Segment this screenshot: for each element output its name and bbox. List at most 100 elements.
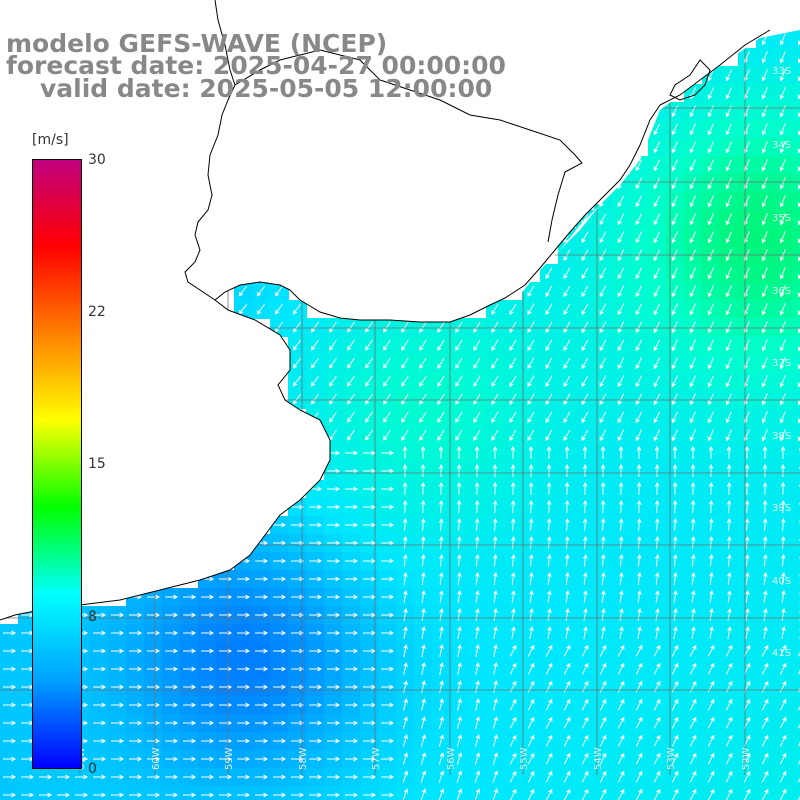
wind-arrow: [183, 594, 197, 600]
wind-arrow: [455, 339, 463, 351]
speed-cell: [720, 120, 739, 139]
speed-cell: [504, 732, 523, 751]
wind-arrow: [511, 626, 516, 639]
speed-cell: [576, 282, 595, 301]
speed-cell: [576, 498, 595, 517]
wind-arrow: [219, 684, 233, 690]
wind-arrow: [291, 756, 305, 762]
wind-arrow: [581, 770, 589, 783]
wind-arrow: [797, 130, 800, 136]
wind-arrow: [779, 87, 786, 100]
wind-arrow: [421, 572, 426, 586]
wind-arrow: [3, 720, 17, 726]
wind-arrow: [381, 594, 395, 600]
speed-cell: [594, 318, 613, 337]
speed-cell: [612, 210, 631, 229]
wind-arrow: [291, 720, 305, 726]
uruguay-border: [234, 49, 583, 243]
wind-arrow: [671, 213, 679, 226]
wind-arrow: [437, 411, 445, 423]
speed-cell: [756, 426, 775, 445]
wind-arrow: [653, 213, 661, 226]
speed-cell: [522, 714, 541, 733]
speed-cell: [558, 390, 577, 409]
wind-arrow: [707, 662, 715, 675]
wind-arrow: [403, 662, 408, 675]
wind-arrow: [653, 339, 661, 352]
speed-cell: [666, 714, 685, 733]
wind-arrow: [310, 393, 319, 405]
speed-cell: [486, 354, 505, 373]
speed-cell: [666, 642, 685, 661]
speed-cell: [774, 210, 793, 229]
speed-cell: [540, 714, 559, 733]
wind-arrow: [671, 231, 679, 244]
speed-cell: [504, 696, 523, 715]
wind-arrow: [456, 752, 463, 765]
wind-arrow: [583, 572, 588, 586]
wind-arrow: [744, 517, 750, 532]
wind-arrow: [690, 481, 696, 496]
wind-arrow: [438, 445, 444, 460]
wind-arrow: [655, 608, 660, 622]
wind-arrow: [797, 669, 800, 675]
speed-cell: [630, 642, 649, 661]
speed-cell: [612, 642, 631, 661]
wind-arrow: [237, 612, 251, 618]
wind-arrow: [727, 590, 732, 604]
wind-arrow: [618, 535, 624, 550]
wind-arrow: [455, 375, 463, 387]
wind-arrow: [583, 590, 588, 604]
wind-arrow: [563, 788, 571, 800]
speed-cell: [486, 732, 505, 751]
wind-arrow: [309, 540, 323, 546]
wind-arrow: [255, 648, 269, 654]
speed-cell: [594, 408, 613, 427]
wind-arrow: [420, 770, 427, 783]
speed-cell: [522, 552, 541, 571]
wind-arrow: [636, 535, 642, 550]
wind-arrow: [129, 648, 143, 654]
wind-arrow: [797, 795, 800, 800]
speed-cell: [702, 624, 721, 643]
wind-arrow: [581, 339, 589, 352]
speed-cell: [774, 498, 793, 517]
wind-arrow: [511, 572, 516, 586]
speed-cell: [504, 300, 523, 319]
speed-cell: [576, 768, 595, 787]
speed-cell: [774, 66, 793, 85]
wind-arrow: [761, 716, 769, 729]
wind-arrow: [328, 393, 337, 405]
wind-arrow: [147, 666, 161, 672]
wind-arrow: [492, 716, 499, 729]
wind-arrow: [183, 774, 197, 780]
wind-arrow: [3, 774, 17, 780]
wind-arrow: [636, 517, 642, 532]
land-argentina: [0, 85, 330, 620]
wind-arrow: [365, 339, 373, 351]
speed-cell: [756, 246, 775, 265]
speed-cell: [738, 480, 757, 499]
speed-cell: [702, 372, 721, 391]
speed-cell: [612, 732, 631, 751]
wind-arrow: [420, 716, 427, 729]
wind-arrow: [438, 752, 445, 765]
speed-cell: [540, 462, 559, 481]
speed-cell: [432, 588, 451, 607]
speed-cell: [396, 642, 415, 661]
speed-cell: [594, 210, 613, 229]
speed-cell: [756, 66, 775, 85]
wind-arrow: [545, 285, 553, 298]
wind-arrow: [219, 630, 233, 636]
wind-arrow: [3, 756, 17, 762]
speed-cell: [450, 750, 469, 769]
wind-arrow: [671, 105, 679, 118]
wind-arrow: [582, 499, 588, 514]
wind-arrow: [779, 357, 786, 370]
wind-arrow: [707, 177, 714, 190]
wind-arrow: [689, 734, 697, 747]
speed-cell: [522, 372, 541, 391]
wind-arrow: [797, 346, 800, 352]
speed-cell: [756, 102, 775, 121]
wind-arrow: [761, 195, 768, 208]
